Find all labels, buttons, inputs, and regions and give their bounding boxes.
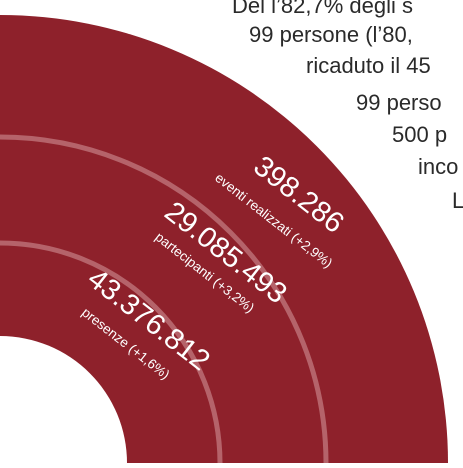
separator-ring-inner [0, 240, 223, 464]
body-text-line: 500 p [392, 122, 448, 147]
body-text-line: 99 perso [356, 90, 442, 115]
body-text-line: 99 persone (l’80, [249, 22, 413, 47]
inner-white-hole [0, 336, 127, 463]
body-text-line: L [452, 188, 463, 213]
body-text-line: inco [418, 154, 459, 179]
outer-red-arc [0, 15, 448, 463]
separator-ring-outer [0, 134, 329, 464]
body-text-line: ricaduto il 45 [306, 53, 431, 78]
body-text-line: Del l’82,7% degli s [232, 0, 413, 18]
